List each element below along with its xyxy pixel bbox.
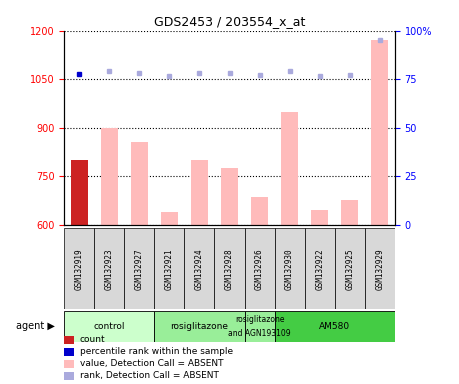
Bar [305, 228, 335, 309]
Bar [154, 311, 245, 342]
Bar [214, 228, 245, 309]
Bar [131, 142, 148, 225]
Bar [64, 372, 74, 380]
Text: GSM132923: GSM132923 [105, 248, 114, 290]
Text: GSM132929: GSM132929 [375, 248, 384, 290]
Text: value, Detection Call = ABSENT: value, Detection Call = ABSENT [80, 359, 224, 368]
Text: count: count [80, 335, 106, 344]
Text: GSM132922: GSM132922 [315, 248, 324, 290]
Text: agent ▶: agent ▶ [16, 321, 55, 331]
Bar [245, 228, 274, 309]
Bar [101, 128, 118, 225]
Text: and AGN193109: and AGN193109 [228, 329, 291, 338]
Bar [281, 111, 298, 225]
Bar [94, 228, 124, 309]
Bar [274, 228, 305, 309]
Bar [335, 228, 365, 309]
Bar [64, 348, 74, 356]
Bar [371, 40, 388, 225]
Bar [71, 160, 88, 225]
Text: GSM132924: GSM132924 [195, 248, 204, 290]
Bar [64, 311, 154, 342]
Bar [64, 336, 74, 344]
Bar [221, 168, 238, 225]
Bar [64, 360, 74, 368]
Text: rank, Detection Call = ABSENT: rank, Detection Call = ABSENT [80, 371, 219, 380]
Text: GSM132921: GSM132921 [165, 248, 174, 290]
Text: GSM132919: GSM132919 [75, 248, 84, 290]
Bar [245, 311, 274, 342]
Text: control: control [94, 322, 125, 331]
Text: GSM132926: GSM132926 [255, 248, 264, 290]
Text: AM580: AM580 [319, 322, 350, 331]
Bar [124, 228, 154, 309]
Text: GSM132928: GSM132928 [225, 248, 234, 290]
Bar [251, 197, 268, 225]
Bar [274, 311, 395, 342]
Bar [154, 228, 185, 309]
Text: GSM132927: GSM132927 [135, 248, 144, 290]
Text: percentile rank within the sample: percentile rank within the sample [80, 347, 233, 356]
Bar [161, 212, 178, 225]
Text: rosiglitazone: rosiglitazone [235, 315, 284, 324]
Text: GDS2453 / 203554_x_at: GDS2453 / 203554_x_at [154, 15, 305, 28]
Bar [311, 210, 328, 225]
Bar [341, 200, 358, 225]
Text: GSM132930: GSM132930 [285, 248, 294, 290]
Bar [64, 228, 94, 309]
Text: GSM132925: GSM132925 [345, 248, 354, 290]
Bar [191, 160, 208, 225]
Text: rosiglitazone: rosiglitazone [170, 322, 229, 331]
Bar [365, 228, 395, 309]
Bar [185, 228, 214, 309]
